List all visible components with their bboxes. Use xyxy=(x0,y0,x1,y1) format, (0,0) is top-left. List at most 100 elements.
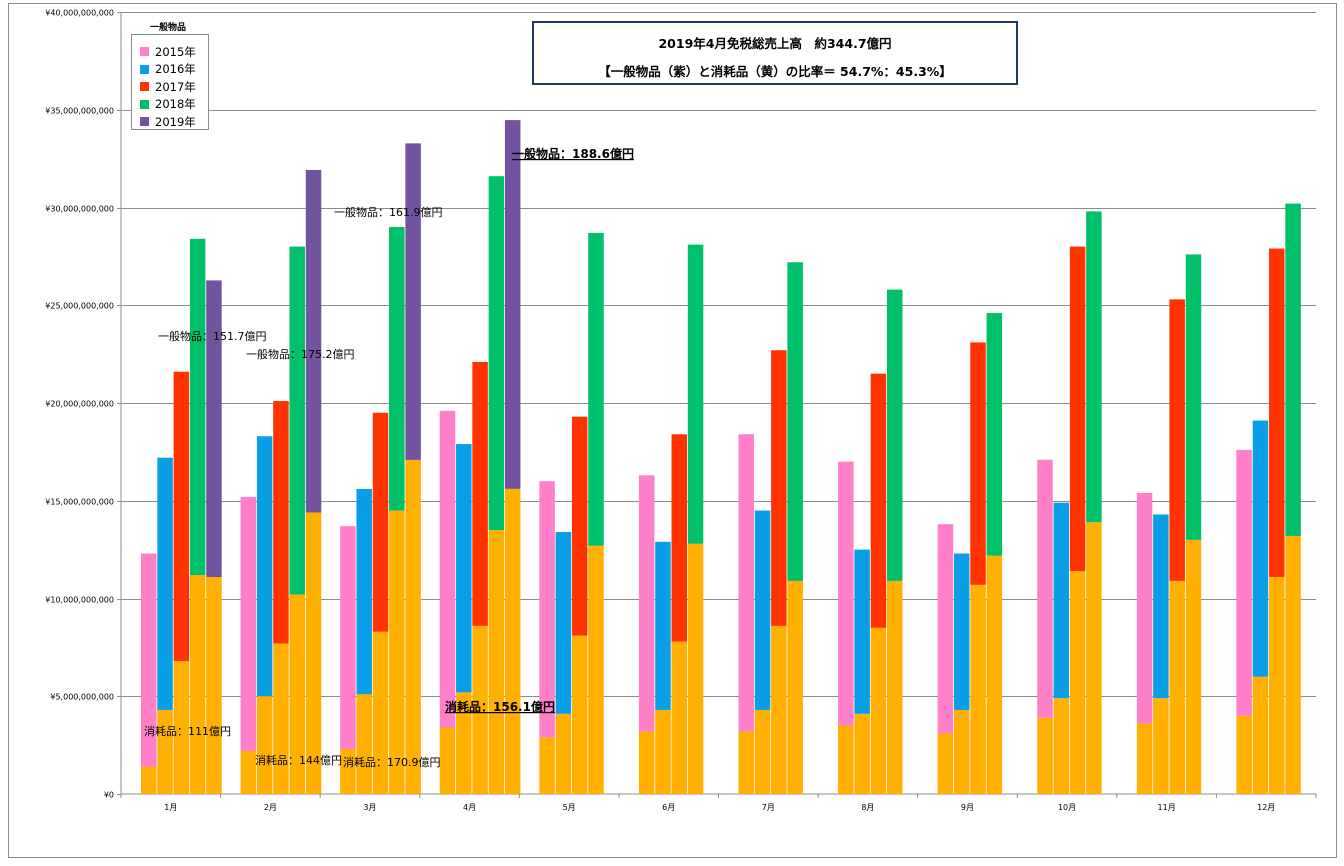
legend-item: 2016年 xyxy=(140,61,208,79)
bar-consumables-2015年-4月 xyxy=(439,727,456,794)
legend-label: 2018年 xyxy=(155,97,196,112)
legend-item: 2017年 xyxy=(140,78,208,96)
bar-general-2018年-5月 xyxy=(588,232,604,546)
x-tick-label: 10月 xyxy=(1058,803,1076,812)
bar-general-2017年-11月 xyxy=(1169,299,1185,581)
bar-general-2016年-7月 xyxy=(754,510,771,710)
bar-general-2016年-10月 xyxy=(1053,502,1070,699)
bar-consumables-2017年-3月 xyxy=(372,631,389,794)
legend-swatch xyxy=(140,117,149,127)
annotation-general-3月: 一般物品：161.9億円 xyxy=(334,205,443,219)
bar-general-2018年-8月 xyxy=(886,289,903,581)
bar-general-2019年-2月 xyxy=(305,169,322,513)
bar-general-2017年-6月 xyxy=(671,434,688,642)
bar-consumables-2016年-9月 xyxy=(953,709,970,794)
bar-general-2016年-6月 xyxy=(655,541,671,710)
annotation-consumables-2月: 消耗品：144億円 xyxy=(255,753,342,767)
bar-general-2017年-12月 xyxy=(1269,248,1285,577)
y-tick-label: ¥10,000,000,000 xyxy=(45,596,114,605)
legend-title: 一般物品 xyxy=(150,23,187,33)
bar-general-2019年-1月 xyxy=(206,280,222,577)
bar-consumables-2018年-12月 xyxy=(1285,535,1301,794)
bar-consumables-2017年-5月 xyxy=(571,635,588,794)
bar-general-2016年-8月 xyxy=(854,549,870,714)
bar-consumables-2016年-7月 xyxy=(754,709,771,794)
bar-general-2017年-2月 xyxy=(273,401,289,644)
annotation-general-4月: 一般物品：188.6億円 xyxy=(512,146,634,161)
legend-swatch xyxy=(140,99,149,109)
bar-general-2016年-5月 xyxy=(555,532,572,714)
bar-consumables-2018年-4月 xyxy=(488,530,505,794)
bar-general-2017年-7月 xyxy=(771,350,787,626)
legend: 2015年 2016年 2017年 2018年 2019年 xyxy=(131,34,209,130)
x-tick-label: 12月 xyxy=(1257,803,1275,812)
bar-general-2015年-4月 xyxy=(439,410,456,728)
bar-consumables-2015年-2月 xyxy=(240,750,257,794)
annotation-consumables-4月: 消耗品：156.1億円 xyxy=(445,699,555,714)
bar-consumables-2019年-1月 xyxy=(206,576,222,794)
bar-general-2015年-1月 xyxy=(141,553,157,767)
legend-label: 2017年 xyxy=(155,79,196,94)
bar-consumables-2016年-2月 xyxy=(256,696,273,794)
bar-general-2015年-10月 xyxy=(1037,459,1053,718)
bar-consumables-2018年-6月 xyxy=(687,543,704,794)
bar-general-2015年-12月 xyxy=(1236,449,1252,716)
y-tick-label: ¥25,000,000,000 xyxy=(45,302,114,311)
legend-item: 2019年 xyxy=(140,113,208,131)
bar-consumables-2016年-6月 xyxy=(655,709,671,794)
bar-consumables-2019年-4月 xyxy=(504,488,521,794)
bar-general-2017年-5月 xyxy=(571,416,588,636)
bar-general-2018年-2月 xyxy=(289,246,305,595)
bar-consumables-2015年-3月 xyxy=(340,749,356,794)
bar-consumables-2017年-12月 xyxy=(1269,576,1285,794)
bar-consumables-2019年-3月 xyxy=(405,459,421,794)
bar-general-2017年-4月 xyxy=(472,361,488,626)
x-tick-label: 7月 xyxy=(762,803,775,812)
bar-general-2015年-7月 xyxy=(738,434,754,732)
legend-swatch xyxy=(140,64,149,74)
bar-consumables-2018年-3月 xyxy=(389,510,405,794)
x-tick-label: 1月 xyxy=(164,803,177,812)
x-tick-label: 8月 xyxy=(861,803,874,812)
bar-consumables-2017年-10月 xyxy=(1069,571,1086,794)
bar-general-2018年-12月 xyxy=(1285,203,1301,536)
bar-general-2018年-11月 xyxy=(1185,254,1202,540)
bar-consumables-2016年-10月 xyxy=(1053,698,1070,794)
bar-consumables-2017年-1月 xyxy=(173,661,190,794)
x-tick-label: 6月 xyxy=(662,803,675,812)
chart-subtitle: 【一般物品（紫）と消耗品（黄）の比率＝ 54.7%：45.3%】 xyxy=(598,64,952,79)
bar-general-2015年-6月 xyxy=(638,475,655,732)
bar-consumables-2018年-9月 xyxy=(986,555,1003,794)
bar-consumables-2015年-6月 xyxy=(638,731,655,794)
bar-general-2017年-10月 xyxy=(1069,246,1086,572)
bar-general-2018年-6月 xyxy=(687,244,704,544)
bar-consumables-2015年-10月 xyxy=(1037,717,1053,794)
bar-consumables-2015年-1月 xyxy=(141,766,157,794)
x-tick-label: 4月 xyxy=(463,803,476,812)
legend-swatch xyxy=(140,82,149,92)
bar-general-2016年-12月 xyxy=(1252,420,1269,677)
bar-general-2015年-8月 xyxy=(838,461,854,726)
annotation-consumables-1月: 消耗品：111億円 xyxy=(144,724,231,738)
bar-general-2016年-9月 xyxy=(953,553,970,710)
x-tick-label: 9月 xyxy=(961,803,974,812)
bar-consumables-2018年-2月 xyxy=(289,594,305,794)
bar-consumables-2015年-7月 xyxy=(738,731,754,794)
bar-consumables-2017年-2月 xyxy=(273,643,289,794)
y-tick-label: ¥15,000,000,000 xyxy=(45,498,114,507)
annotation-consumables-3月: 消耗品：170.9億円 xyxy=(343,755,441,769)
x-tick-label: 2月 xyxy=(264,803,277,812)
bar-consumables-2017年-6月 xyxy=(671,641,688,794)
bar-general-2016年-2月 xyxy=(256,436,273,697)
bar-general-2017年-8月 xyxy=(870,373,887,628)
bar-consumables-2017年-8月 xyxy=(870,627,887,794)
y-tick-label: ¥30,000,000,000 xyxy=(45,205,114,214)
bar-consumables-2016年-1月 xyxy=(157,709,173,794)
y-axis-tick-labels: ¥0 ¥5,000,000,000 ¥10,000,000,000 ¥15,000,0… xyxy=(45,9,114,800)
bar-consumables-2017年-9月 xyxy=(970,584,986,794)
legend-label: 2016年 xyxy=(155,62,196,77)
bar-general-2016年-11月 xyxy=(1153,514,1169,699)
legend-label: 2019年 xyxy=(155,114,196,129)
bar-general-2018年-3月 xyxy=(389,227,405,511)
